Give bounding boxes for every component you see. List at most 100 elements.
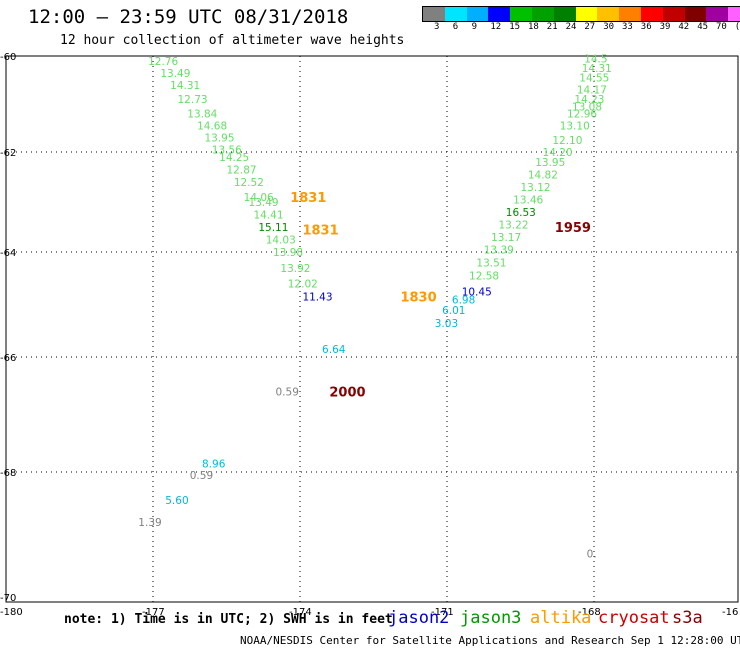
- pass-time-label: 1831: [290, 191, 326, 206]
- wave-height-label: 6.01: [442, 305, 465, 317]
- pass-time-label: 1959: [555, 221, 591, 236]
- y-tick-label: -70: [0, 593, 16, 604]
- wave-height-label: 8.96: [202, 458, 226, 470]
- colorbar-swatch: [684, 7, 707, 21]
- wave-height-label: 13.49: [249, 197, 279, 209]
- colorbar-label: 33: [622, 22, 633, 32]
- colorbar-swatch: [619, 7, 641, 21]
- page-subtitle: 12 hour collection of altimeter wave hei…: [60, 33, 405, 48]
- colorbar-swatch: [488, 7, 511, 21]
- colorbar-label: 15: [509, 22, 521, 32]
- wave-height-label: 6.98: [452, 294, 475, 306]
- wave-height-label: 14.17: [577, 85, 607, 97]
- plot-frame: [5, 55, 739, 603]
- legend-item-jason3: jason3: [460, 608, 522, 628]
- wave-height-label: 14.82: [528, 170, 558, 182]
- pass-time-label: 2000: [329, 386, 365, 401]
- wave-height-label: 3.03: [435, 318, 458, 330]
- colorbar-swatch: [531, 7, 554, 21]
- colorbar-swatch: [553, 7, 576, 21]
- wave-height-label: 13.98: [273, 247, 303, 259]
- wave-height-label: 13.08: [572, 101, 602, 113]
- colorbar-label: 30: [603, 22, 615, 32]
- wave-height-label: 6.64: [322, 344, 346, 356]
- pass-time-label: 1830: [400, 291, 436, 306]
- wave-height-label: 13.17: [491, 232, 521, 244]
- colorbar-swatch: [575, 7, 598, 21]
- colorbar-label: 9: [471, 22, 478, 32]
- wave-height-label: 12.52: [234, 177, 264, 189]
- pass-time-label: 1831: [302, 224, 338, 239]
- y-tick-label: -68: [0, 468, 16, 479]
- wave-height-label: 16.53: [506, 207, 536, 219]
- y-tick-label: -66: [0, 353, 16, 364]
- footer-credit: NOAA/NESDIS Center for Satellite Applica…: [240, 634, 740, 647]
- colorbar-label: 70: [716, 22, 727, 32]
- colorbar-label: 12: [490, 22, 502, 32]
- x-tick-label: -171: [431, 607, 454, 618]
- wave-height-label: 12.58: [469, 271, 499, 283]
- colorbar-label: 45: [697, 22, 709, 32]
- wave-height-label: 13.49: [160, 68, 190, 80]
- wave-height-label: 14.68: [197, 121, 227, 133]
- colorbar-label: 6: [452, 22, 459, 32]
- colorbar-swatch: [706, 7, 729, 21]
- wave-height-label: 13.39: [484, 245, 514, 257]
- wave-height-label: 12.10: [552, 135, 582, 147]
- legend-item-jason2: jason2: [388, 608, 450, 628]
- y-tick-label: -64: [0, 248, 16, 259]
- legend-item-cryosat: cryosat: [598, 608, 670, 628]
- colorbar-swatch: [640, 7, 663, 21]
- legend-item-altika: altika: [530, 608, 592, 628]
- x-tick-label: -174: [289, 607, 312, 618]
- note-text: note: 1) Time is in UTC; 2) SWH is in fe…: [64, 612, 393, 627]
- wave-height-label: 12.73: [178, 94, 208, 106]
- colorbar-label: 18: [528, 22, 539, 32]
- wave-height-label: 14.31: [170, 80, 200, 92]
- wave-height-label: 5.60: [165, 495, 188, 507]
- colorbar-swatch: [466, 7, 489, 21]
- wave-height-label: 12.96: [567, 109, 597, 121]
- wave-height-label: 13.95: [535, 157, 565, 169]
- wave-height-label: 0.: [587, 548, 597, 560]
- colorbar-label: 27: [584, 22, 596, 32]
- colorbar-label: 39: [659, 22, 671, 32]
- wave-height-label: 13.51: [476, 258, 506, 270]
- wave-height-label: 15.11: [258, 222, 288, 234]
- colorbar: [422, 6, 740, 22]
- page-title: 12:00 – 23:59 UTC 08/31/2018: [28, 6, 349, 28]
- x-tick-label: -180: [0, 607, 23, 618]
- colorbar-swatch: [423, 7, 445, 21]
- colorbar-label: (ft): [734, 22, 740, 32]
- y-tick-label: -62: [0, 148, 16, 159]
- wave-height-label: 13.56: [212, 145, 242, 157]
- wave-height-label: 12.76: [148, 56, 178, 68]
- colorbar-label: 21: [546, 22, 558, 32]
- wave-height-label: 14.31: [582, 63, 612, 75]
- wave-height-label: 0.59: [190, 470, 213, 482]
- colorbar-swatch: [662, 7, 685, 21]
- x-tick-label: -16: [722, 607, 738, 618]
- wave-height-label: 13.10: [560, 121, 590, 133]
- wave-height-label: 0.59: [276, 387, 299, 399]
- colorbar-label: 36: [640, 22, 652, 32]
- wave-height-label: 13.12: [521, 182, 551, 194]
- x-tick-label: -168: [578, 607, 601, 618]
- wave-height-label: 13.84: [187, 109, 217, 121]
- wave-height-label: 13.22: [498, 220, 528, 232]
- wave-height-label: 14.5: [584, 53, 607, 65]
- wave-height-label: 11.43: [302, 292, 332, 304]
- wave-height-label: 14.55: [579, 73, 609, 85]
- wave-height-label: 12.87: [227, 165, 257, 177]
- wave-height-label: 14.23: [574, 94, 604, 106]
- colorbar-label: 42: [678, 22, 690, 32]
- wave-height-label: 14.25: [219, 152, 249, 164]
- wave-height-label: 14.06: [244, 192, 274, 204]
- wave-height-label: 12.02: [288, 279, 318, 291]
- legend-item-s3a: s3a: [672, 608, 703, 628]
- wave-height-label: 14.41: [253, 210, 283, 222]
- wave-height-label: 13.46: [513, 195, 543, 207]
